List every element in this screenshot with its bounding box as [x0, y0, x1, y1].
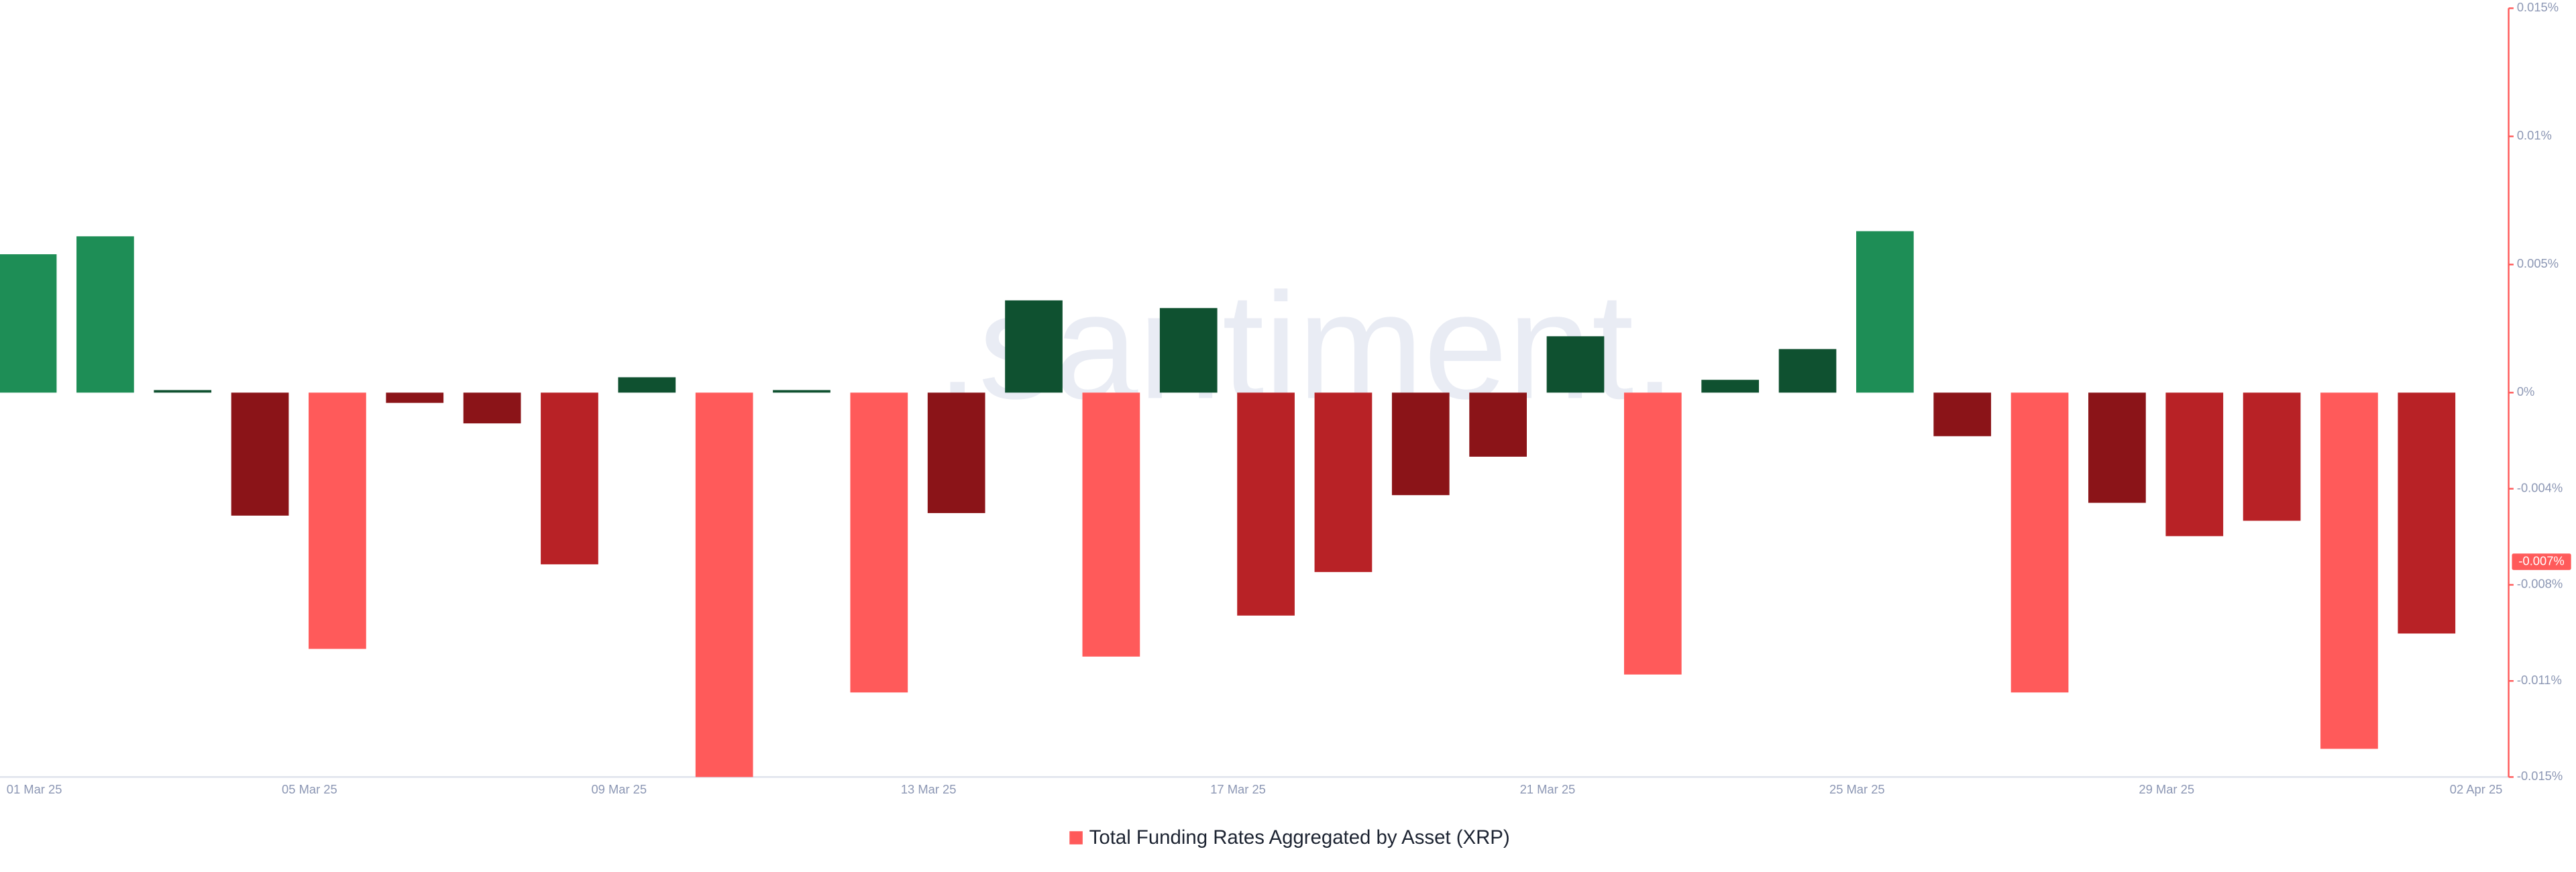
y-tick-label: 0.015% — [2517, 0, 2559, 14]
bar — [1701, 380, 1760, 393]
bar — [76, 236, 134, 393]
y-tick-label: -0.008% — [2517, 577, 2563, 591]
bar — [850, 392, 908, 693]
bar — [386, 392, 444, 403]
bar — [463, 392, 521, 424]
x-tick-label: 21 Mar 25 — [1520, 782, 1576, 796]
x-tick-label: 13 Mar 25 — [901, 782, 957, 796]
bar — [1778, 349, 1837, 393]
bar — [1314, 392, 1373, 572]
bar — [1546, 336, 1605, 393]
bar — [1391, 392, 1450, 496]
x-tick-label: 02 Apr 25 — [2450, 782, 2503, 796]
y-tick-label: 0% — [2517, 384, 2535, 398]
bar — [2398, 392, 2456, 634]
bar — [2320, 392, 2378, 749]
y-tick-label: -0.011% — [2517, 673, 2562, 687]
bar — [2243, 392, 2301, 521]
bar — [309, 392, 366, 649]
bar — [1082, 392, 1140, 657]
y-tick-label: 0.01% — [2517, 128, 2552, 142]
bar — [231, 392, 289, 516]
x-tick-label: 05 Mar 25 — [282, 782, 337, 796]
bar — [0, 254, 57, 393]
x-tick-label: 09 Mar 25 — [591, 782, 647, 796]
x-tick-label: 17 Mar 25 — [1210, 782, 1266, 796]
bar — [1856, 231, 1914, 393]
y-tick-label: -0.004% — [2517, 480, 2563, 494]
current-value-label: -0.007% — [2518, 553, 2564, 567]
bar — [695, 392, 753, 777]
bar — [2165, 392, 2224, 537]
bar — [1623, 392, 1682, 675]
bar — [1469, 392, 1527, 457]
bar — [2088, 392, 2146, 503]
x-tick-label: 29 Mar 25 — [2139, 782, 2194, 796]
y-tick-label: -0.015% — [2517, 769, 2563, 783]
current-value-badge — [2512, 553, 2571, 570]
bar — [541, 392, 598, 565]
bar — [618, 377, 676, 393]
bar — [1159, 308, 1218, 393]
y-tick-label: 0.005% — [2517, 256, 2559, 270]
x-tick-label: 25 Mar 25 — [1829, 782, 1885, 796]
bar — [154, 390, 212, 393]
legend-swatch — [1069, 831, 1083, 844]
bar — [1237, 392, 1295, 616]
bar — [773, 390, 830, 393]
bar — [2010, 392, 2069, 693]
legend-label: Total Funding Rates Aggregated by Asset … — [1089, 826, 1510, 849]
x-tick-label: 01 Mar 25 — [7, 782, 62, 796]
bar — [927, 392, 985, 513]
bar — [1933, 392, 1992, 437]
bar — [1005, 300, 1063, 393]
